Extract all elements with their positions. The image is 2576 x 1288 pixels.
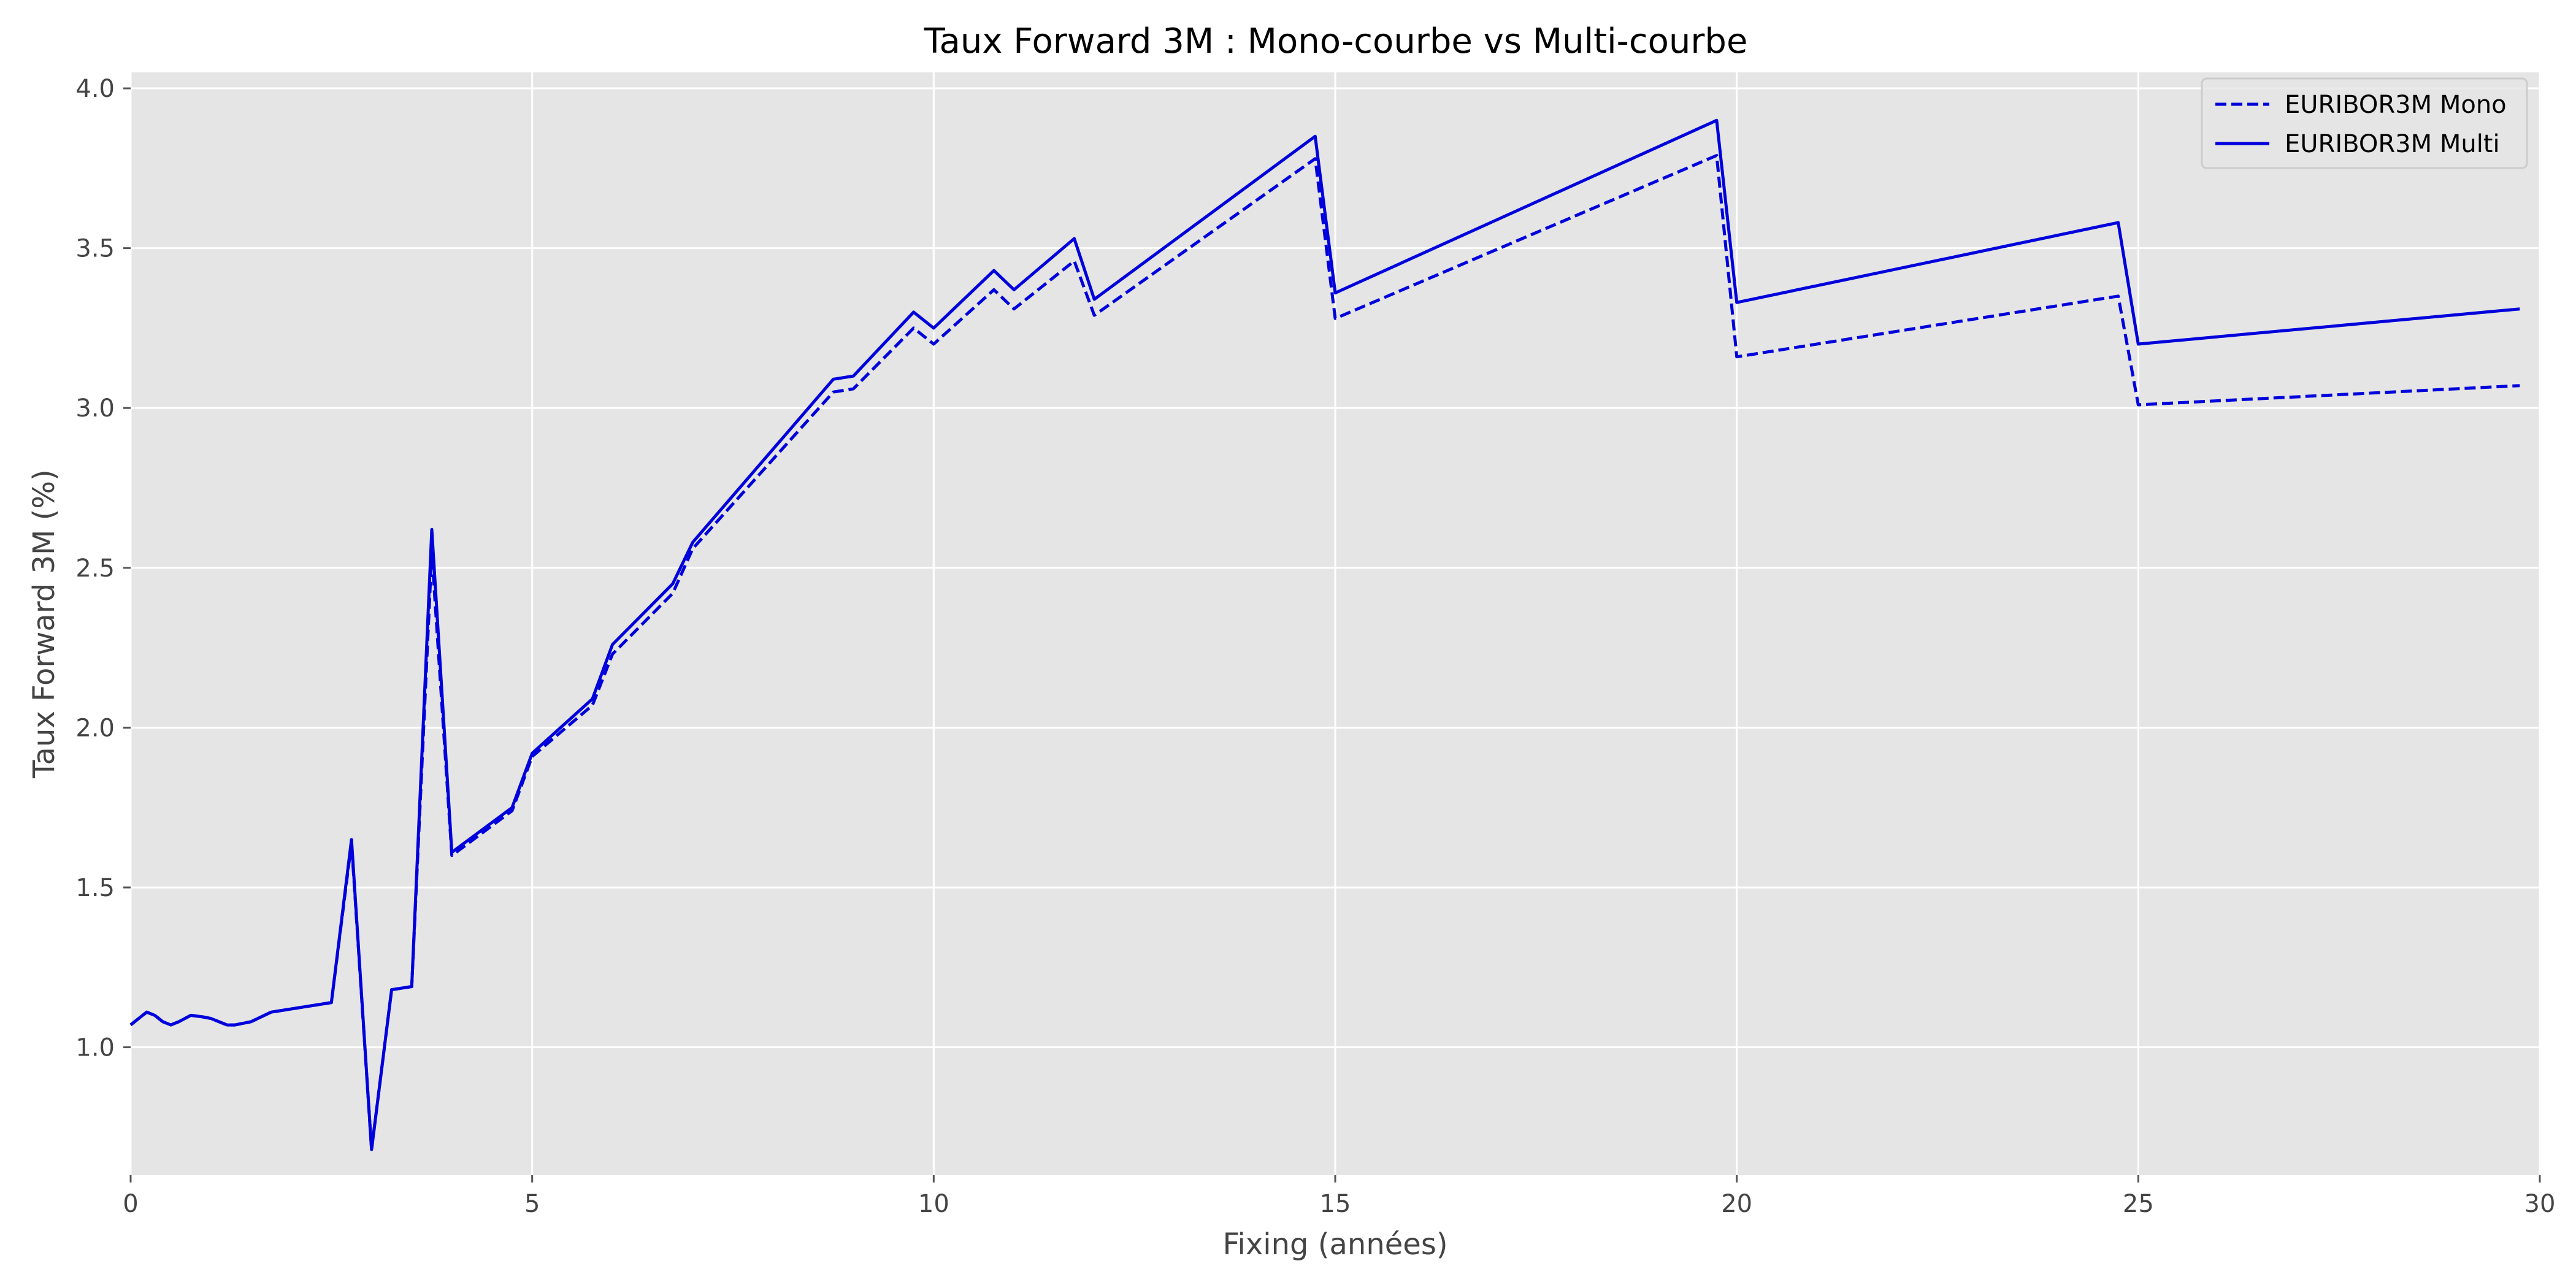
series-lines (129, 118, 2520, 1151)
x-axis-label: Fixing (années) (1222, 1227, 1447, 1262)
y-axis-ticks: 1.0 1.5 2.0 2.5 3.0 3.5 4.0 (75, 75, 131, 1062)
y-tick-label: 3.5 (75, 235, 115, 263)
x-tick-label: 25 (2123, 1190, 2154, 1218)
series-line-multi (129, 118, 2520, 1151)
legend-box (2201, 77, 2528, 169)
legend-label-mono: EURIBOR3M Mono (2285, 91, 2507, 119)
y-tick-label: 1.5 (75, 874, 115, 902)
x-tick-label: 20 (1721, 1190, 1752, 1218)
y-axis-label: Taux Forward 3M (%) (27, 469, 61, 778)
x-tick-label: 0 (123, 1190, 138, 1218)
y-tick-label: 1.0 (75, 1034, 115, 1062)
legend: EURIBOR3M Mono EURIBOR3M Multi (2201, 77, 2528, 169)
y-tick-label: 2.5 (75, 554, 115, 583)
y-tick-label: 2.0 (75, 714, 115, 742)
x-axis-ticks: 0 5 10 15 20 25 30 (123, 1175, 2555, 1218)
x-tick-label: 15 (1320, 1190, 1351, 1218)
x-tick-label: 5 (524, 1190, 540, 1218)
chart-title: Taux Forward 3M : Mono-courbe vs Multi-c… (924, 21, 1748, 61)
x-tick-label: 30 (2524, 1190, 2556, 1218)
x-tick-label: 10 (918, 1190, 949, 1218)
y-tick-label: 4.0 (75, 75, 115, 103)
y-tick-label: 3.0 (75, 394, 115, 423)
grid-lines (129, 72, 2541, 1175)
legend-label-multi: EURIBOR3M Multi (2285, 130, 2500, 158)
